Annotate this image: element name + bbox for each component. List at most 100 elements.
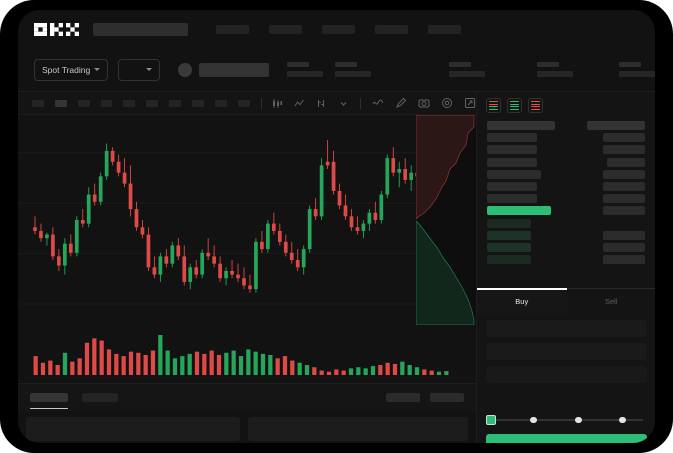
orderbook-header-right — [587, 121, 645, 130]
timeframe-button-1[interactable] — [32, 99, 44, 107]
order-amount-field[interactable] — [486, 343, 647, 360]
orderbook-row[interactable] — [487, 157, 645, 167]
orderbook-mode-bids-icon[interactable] — [507, 98, 522, 113]
active-tab-indicator — [477, 288, 567, 290]
order-total-field[interactable] — [486, 366, 647, 383]
orderbook-row-left — [487, 157, 537, 167]
timeframe-button-10[interactable] — [237, 99, 250, 107]
settings-gear-icon[interactable] — [441, 97, 453, 110]
orderbook-mode-both-icon[interactable] — [486, 98, 501, 113]
timeframe-button-3[interactable] — [77, 99, 90, 107]
nav-item-2[interactable] — [269, 24, 302, 34]
bottom-panel-left[interactable] — [26, 417, 240, 441]
orderbook-row[interactable] — [487, 169, 645, 179]
bottom-tab-2[interactable] — [82, 393, 118, 402]
ticker-group — [178, 62, 269, 77]
nav-item-1[interactable] — [216, 24, 249, 34]
chart-toolbar — [18, 92, 476, 115]
okx-logo[interactable] — [34, 22, 79, 36]
market-stat-1 — [287, 62, 323, 77]
bar-chart-icon[interactable] — [316, 97, 327, 110]
stat-label — [619, 62, 641, 67]
candlestick-series — [18, 136, 476, 305]
orderbook-row-left — [487, 242, 531, 252]
slider-mark-25[interactable] — [530, 416, 537, 423]
bottom-tab-1[interactable] — [30, 393, 68, 409]
orderbook-row-right — [603, 133, 645, 143]
orderbook-row-right — [603, 242, 645, 252]
nav-item-3[interactable] — [322, 24, 355, 34]
market-stat-2 — [335, 62, 371, 77]
search-input[interactable] — [93, 22, 188, 36]
app-screen: Spot Trading — [18, 10, 655, 443]
candlestick-chart-icon[interactable] — [272, 97, 283, 110]
orderbook-row[interactable] — [487, 206, 645, 216]
drawing-pencil-icon[interactable] — [395, 97, 407, 110]
timeframe-button-8[interactable] — [192, 99, 204, 107]
last-price-value — [199, 62, 269, 77]
amount-percent-slider[interactable] — [486, 414, 647, 426]
timeframe-button-5[interactable] — [123, 99, 136, 107]
tab-sell-label: Sell — [604, 297, 618, 306]
bottom-tab-actions — [386, 393, 464, 402]
orderbook-row[interactable] — [487, 218, 645, 228]
tab-sell[interactable]: Sell — [567, 289, 656, 314]
market-stat-3 — [449, 62, 485, 77]
slider-track — [490, 419, 643, 421]
timeframe-button-6[interactable] — [146, 99, 159, 107]
slider-mark-50[interactable] — [575, 416, 582, 423]
camera-snapshot-icon[interactable] — [418, 97, 430, 110]
tab-buy[interactable]: Buy — [477, 288, 567, 314]
orderbook-header-left — [487, 121, 555, 130]
orderbook-row[interactable] — [487, 255, 645, 265]
timeframe-button-7[interactable] — [169, 99, 182, 107]
orderbook-row[interactable] — [487, 194, 645, 204]
logo-o-glyph — [34, 22, 47, 36]
chevron-down-icon — [94, 68, 101, 71]
stat-value — [335, 71, 371, 77]
timeframe-button-9[interactable] — [214, 99, 227, 107]
depth-chart-overlay — [416, 115, 476, 325]
active-tab-underline — [30, 407, 68, 409]
orderbook-row[interactable] — [487, 133, 645, 143]
orderbook-row[interactable] — [487, 230, 645, 240]
orderbook-row[interactable] — [487, 242, 645, 252]
stat-label — [449, 62, 471, 67]
bottom-panel-right[interactable] — [247, 417, 468, 441]
chevron-down-icon[interactable] — [338, 97, 349, 110]
nav-item-4[interactable] — [375, 24, 408, 34]
submit-buy-button[interactable] — [486, 434, 647, 443]
price-chart[interactable] — [18, 115, 476, 325]
orderbook-row[interactable] — [487, 181, 645, 191]
stat-label — [335, 62, 357, 67]
logo-k-glyph — [50, 22, 63, 36]
toolbar-divider — [260, 97, 262, 109]
nav-item-5[interactable] — [428, 24, 461, 34]
trading-pair-dropdown[interactable] — [118, 58, 160, 81]
bottom-action-2[interactable] — [430, 393, 464, 402]
slider-mark-75[interactable] — [619, 416, 626, 423]
order-price-field[interactable] — [486, 320, 647, 337]
header-nav — [216, 24, 461, 34]
bottom-panels — [18, 411, 476, 443]
orderbook-row[interactable] — [487, 145, 645, 155]
line-chart-icon[interactable] — [294, 97, 305, 110]
market-type-label: Spot Trading — [42, 64, 91, 75]
timeframe-button-2[interactable] — [54, 99, 67, 107]
orderbook-mode-asks-icon[interactable] — [528, 98, 543, 113]
indicator-wave-icon[interactable] — [372, 97, 384, 110]
bottom-action-1[interactable] — [386, 393, 420, 402]
orderbook-row-left — [487, 218, 531, 228]
orderbook-sidebar: Buy Sell — [476, 92, 655, 443]
orderbook-rows[interactable] — [477, 119, 655, 265]
market-type-dropdown[interactable]: Spot Trading — [34, 58, 109, 81]
orderbook-row-left — [487, 181, 537, 191]
stat-value — [619, 71, 655, 77]
orderbook-row-right — [603, 169, 645, 179]
slider-handle[interactable] — [486, 415, 496, 425]
toolbar-divider — [360, 97, 362, 109]
timeframe-button-4[interactable] — [100, 99, 113, 107]
fullscreen-expand-icon[interactable] — [464, 97, 476, 110]
market-sub-header: Spot Trading — [18, 48, 655, 92]
